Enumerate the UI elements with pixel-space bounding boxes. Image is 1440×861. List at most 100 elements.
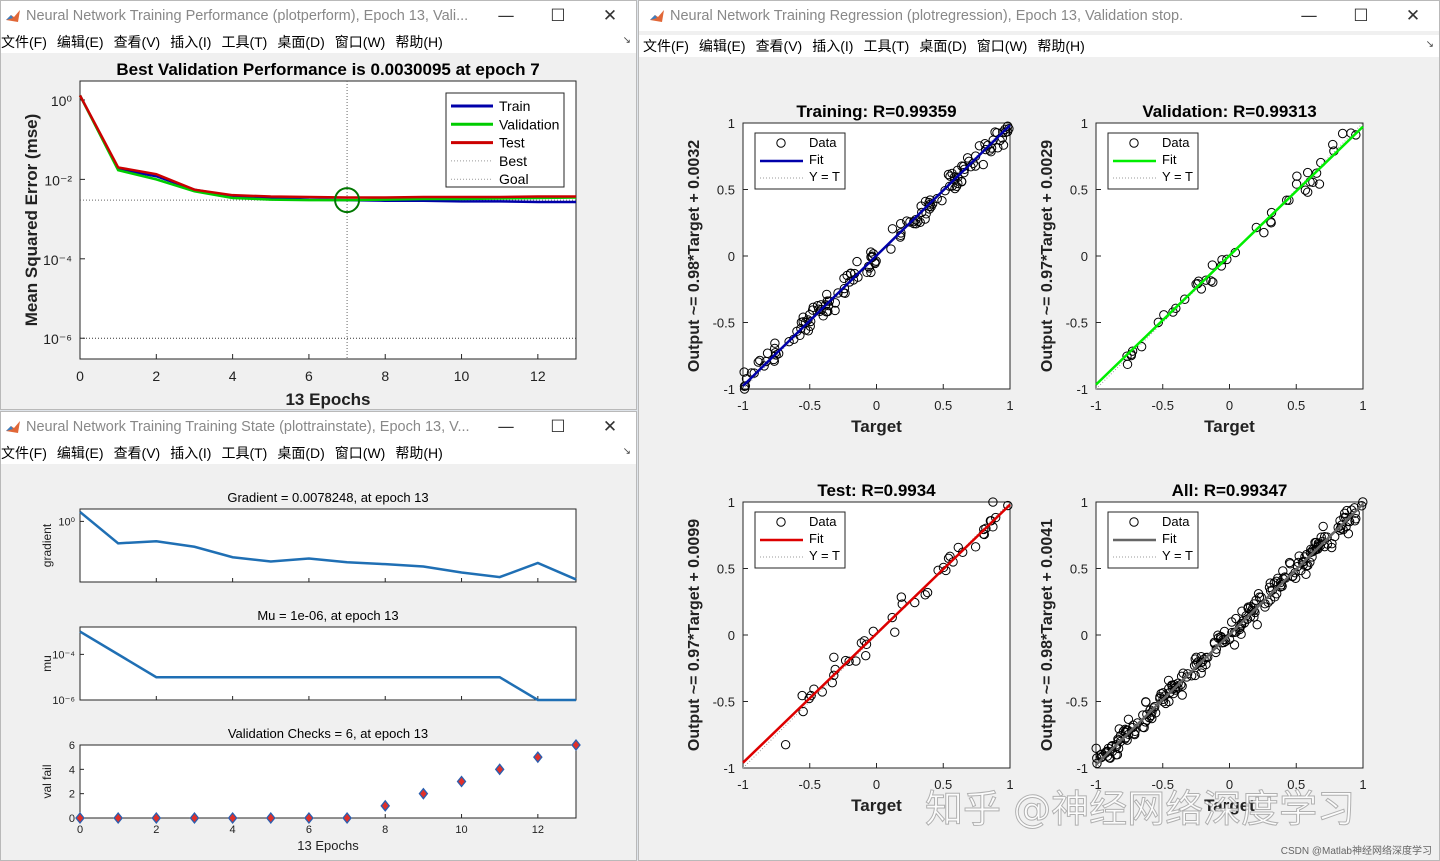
data-point: [1142, 709, 1152, 719]
window-title: Neural Network Training Training State (…: [26, 419, 470, 435]
data-point: [833, 288, 843, 298]
val-fail-point: [533, 751, 543, 764]
y-tick-label: 0: [1081, 628, 1088, 643]
series-line-validation: [78, 94, 577, 202]
minimize-icon[interactable]: —: [497, 6, 515, 26]
x-tick-label: 12: [530, 368, 546, 384]
y-tick-label: 0.5: [717, 562, 735, 577]
regression-y-label: Output ~= 0.98*Target + 0.0041: [1039, 519, 1056, 751]
x-tick-label: 0: [76, 368, 84, 384]
x-tick-label: 4: [230, 824, 236, 836]
menu-file[interactable]: 文件(F): [1, 445, 47, 461]
y-axis-label: Mean Squared Error (mse): [22, 114, 41, 327]
training-state-plot: Gradient = 0.0078248, at epoch 13 gradien…: [40, 490, 581, 853]
menu-view[interactable]: 查看(V): [755, 38, 803, 54]
menu-desktop[interactable]: 桌面(D): [277, 34, 325, 50]
data-point: [1314, 179, 1325, 189]
menu-edit[interactable]: 编辑(E): [698, 38, 746, 54]
data-point: [805, 316, 816, 327]
menu-window[interactable]: 窗口(W): [976, 38, 1028, 54]
data-point: [1237, 606, 1247, 616]
title-bar[interactable]: Neural Network Training Performance (plo…: [1, 1, 636, 31]
menu-desktop[interactable]: 桌面(D): [277, 445, 325, 461]
minimize-icon[interactable]: —: [497, 417, 515, 437]
legend-label: Data: [1162, 135, 1190, 150]
data-point: [1100, 748, 1111, 758]
data-point: [1227, 627, 1237, 638]
data-point: [1259, 227, 1269, 238]
menu-edit[interactable]: 编辑(E): [56, 445, 104, 461]
close-icon[interactable]: ✕: [1405, 6, 1421, 26]
menu-edit[interactable]: 编辑(E): [56, 34, 104, 50]
menu-insert[interactable]: 插入(I): [170, 445, 212, 461]
menu-view[interactable]: 查看(V): [113, 34, 161, 50]
data-point: [1236, 629, 1246, 639]
menu-insert[interactable]: 插入(I): [170, 34, 212, 50]
legend-label: Goal: [499, 171, 529, 187]
menu-view[interactable]: 查看(V): [113, 445, 161, 461]
menu-insert[interactable]: 插入(I): [812, 38, 854, 54]
close-icon[interactable]: ✕: [602, 6, 618, 26]
maximize-icon[interactable]: ☐: [550, 6, 566, 26]
panel-title: Validation Checks = 6, at epoch 13: [228, 726, 428, 741]
close-icon[interactable]: ✕: [602, 417, 618, 437]
y-tick-label: 0: [728, 249, 735, 264]
menu-window[interactable]: 窗口(W): [334, 445, 386, 461]
menu-file[interactable]: 文件(F): [643, 38, 689, 54]
x-tick-label: 0: [1226, 398, 1233, 413]
title-bar[interactable]: Neural Network Training Training State (…: [1, 412, 636, 442]
data-point: [739, 367, 749, 377]
data-point: [818, 311, 828, 321]
menu-tools[interactable]: 工具(T): [221, 34, 268, 50]
menu-help[interactable]: 帮助(H): [1037, 38, 1085, 54]
minimize-icon[interactable]: —: [1300, 6, 1318, 26]
menu-window[interactable]: 窗口(W): [334, 34, 386, 50]
title-bar[interactable]: Neural Network Training Regression (plot…: [639, 1, 1439, 31]
matlab-logo-icon: [649, 8, 665, 24]
data-point: [952, 165, 963, 175]
data-point: [1243, 603, 1253, 614]
data-point: [1251, 222, 1262, 233]
fit-line: [1095, 503, 1364, 766]
data-point: [1284, 195, 1294, 205]
data-point: [959, 164, 970, 174]
x-axis-label: 13 Epochs: [297, 838, 359, 853]
y-tick-label: -0.5: [1066, 316, 1088, 331]
legend-label: Data: [809, 514, 837, 529]
menu-file[interactable]: 文件(F): [1, 34, 47, 50]
data-point: [1264, 582, 1275, 593]
data-point: [796, 317, 807, 328]
data-point: [1222, 254, 1232, 265]
data-point: [962, 153, 973, 163]
data-point: [957, 547, 968, 557]
data-point: [770, 338, 780, 348]
data-point: [798, 706, 808, 717]
data-point: [1123, 714, 1134, 724]
data-point: [922, 587, 933, 598]
val-fail-point: [227, 811, 238, 825]
menu-tools[interactable]: 工具(T): [221, 445, 268, 461]
menu-help[interactable]: 帮助(H): [395, 34, 443, 50]
best-marker: [334, 187, 361, 214]
dock-arrow-icon[interactable]: ↘: [622, 35, 631, 46]
data-point: [822, 289, 832, 300]
menu-desktop[interactable]: 桌面(D): [919, 38, 967, 54]
maximize-icon[interactable]: ☐: [1353, 6, 1369, 26]
data-point: [1141, 697, 1151, 707]
data-point: [1171, 682, 1181, 692]
panel-y-label: gradient: [40, 523, 54, 567]
data-point: [978, 159, 988, 170]
maximize-icon[interactable]: ☐: [550, 417, 566, 437]
menu-help[interactable]: 帮助(H): [395, 445, 443, 461]
legend-swatch: [1129, 517, 1139, 527]
dock-arrow-icon[interactable]: ↘: [622, 446, 631, 457]
legend-label: Fit: [1162, 152, 1177, 167]
y-tick-label: 2: [69, 789, 75, 801]
dock-arrow-icon[interactable]: ↘: [1425, 39, 1434, 50]
x-tick-label: 0.5: [1287, 398, 1305, 413]
menu-tools[interactable]: 工具(T): [863, 38, 910, 54]
x-tick-label: -0.5: [799, 777, 821, 792]
x-tick-label: 0.5: [934, 398, 952, 413]
x-tick-label: -1: [1090, 398, 1102, 413]
x-tick-label: 6: [306, 824, 312, 836]
